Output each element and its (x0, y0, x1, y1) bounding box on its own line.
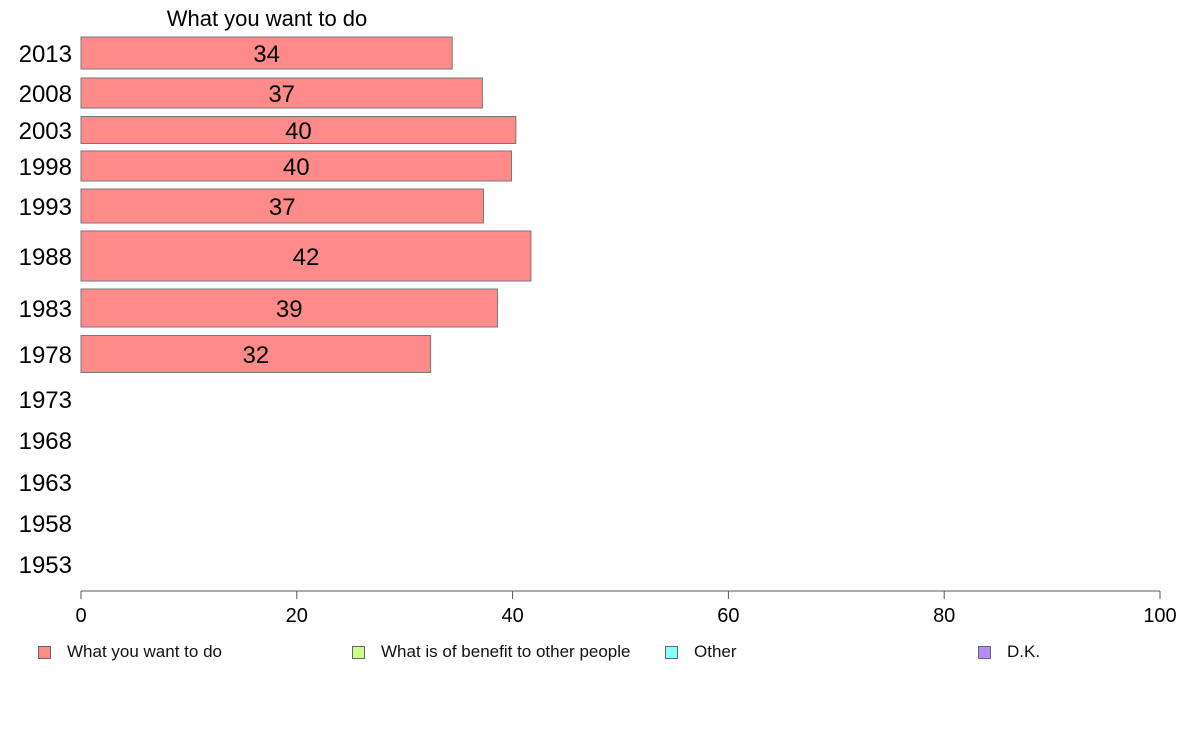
bar-value-label: 37 (268, 81, 295, 108)
bar (80, 188, 484, 224)
bar (80, 230, 532, 282)
category-label: 1968 (19, 428, 72, 455)
bar (80, 36, 453, 70)
bar (80, 288, 498, 328)
bar (80, 116, 517, 144)
x-tick-label: 80 (933, 605, 955, 627)
legend-swatch (38, 645, 51, 659)
legend-item: What you want to do (38, 642, 222, 662)
category-label: 1953 (19, 552, 72, 579)
bar-value-label: 40 (283, 154, 310, 181)
legend-label: What you want to do (67, 642, 222, 661)
value-labels: 34 37 40 40 37 42 39 32 (242, 41, 319, 369)
category-label: 1963 (19, 470, 72, 497)
bar (80, 150, 513, 182)
category-label: 1988 (19, 244, 72, 271)
bar-value-label: 32 (242, 342, 269, 369)
category-label: 2003 (19, 118, 72, 145)
category-label: 1983 (19, 296, 72, 323)
legend-label: D.K. (1007, 642, 1041, 661)
bar (80, 77, 483, 109)
category-label: 1993 (19, 194, 72, 221)
bar (80, 335, 432, 373)
category-label: 1958 (19, 511, 72, 538)
legend-label: Other (694, 642, 737, 661)
category-label: 1978 (19, 342, 72, 369)
legend-swatch (352, 645, 365, 659)
bars (80, 36, 532, 373)
bar-value-label: 40 (285, 118, 312, 145)
legend-item: D.K. (978, 642, 1040, 662)
x-tick-label: 40 (501, 605, 523, 627)
x-tick-label: 0 (75, 605, 86, 627)
legend-swatch (665, 645, 678, 659)
category-label: 2013 (19, 41, 72, 68)
bar-value-label: 34 (253, 41, 280, 68)
category-labels: 2013 2008 2003 1998 1993 1988 1983 1978 1973 1968… (19, 41, 72, 579)
legend-swatch (978, 645, 991, 659)
bar-value-label: 42 (293, 244, 320, 271)
legend-item: Other (665, 642, 737, 662)
category-label: 1998 (19, 154, 72, 181)
bar-value-label: 39 (276, 296, 303, 323)
chart-title: What you want to do (167, 6, 368, 31)
x-tick-label: 20 (286, 605, 308, 627)
x-axis: 0 20 40 60 80 100 (75, 590, 1177, 627)
category-label: 2008 (19, 81, 72, 108)
legend-label: What is of benefit to other people (381, 642, 631, 661)
category-label: 1973 (19, 387, 72, 414)
legend-item: What is of benefit to other people (352, 642, 631, 662)
x-tick-label: 100 (1143, 605, 1176, 627)
legend: What you want to do What is of benefit to… (0, 642, 1188, 670)
bar-value-label: 37 (269, 194, 296, 221)
x-tick-label: 60 (717, 605, 739, 627)
